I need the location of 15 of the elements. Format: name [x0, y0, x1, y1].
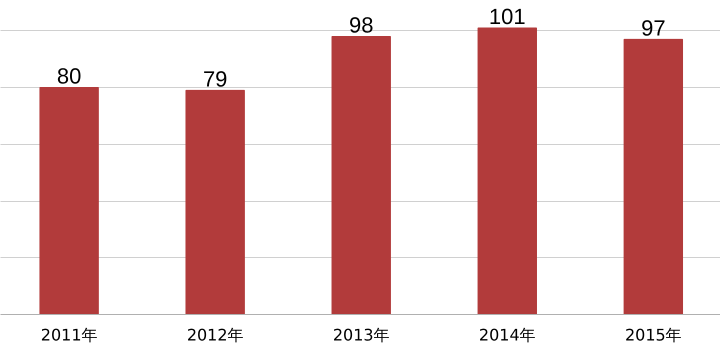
bar	[185, 90, 245, 314]
x-tick-label: 2012年	[186, 326, 244, 344]
data-label: 79	[202, 66, 228, 92]
x-tick-label: 2013年	[332, 326, 390, 344]
bar	[332, 36, 391, 314]
x-tick-label: 2015年	[624, 326, 682, 344]
data-label: 101	[488, 4, 526, 29]
data-label: 97	[641, 15, 666, 40]
bar	[39, 87, 99, 314]
x-tick-label: 2014年	[478, 326, 536, 344]
data-label: 98	[348, 12, 374, 38]
bar	[624, 38, 684, 314]
bar	[478, 27, 537, 314]
x-tick-label: 2011年	[40, 326, 98, 344]
data-label: 80	[56, 64, 82, 89]
